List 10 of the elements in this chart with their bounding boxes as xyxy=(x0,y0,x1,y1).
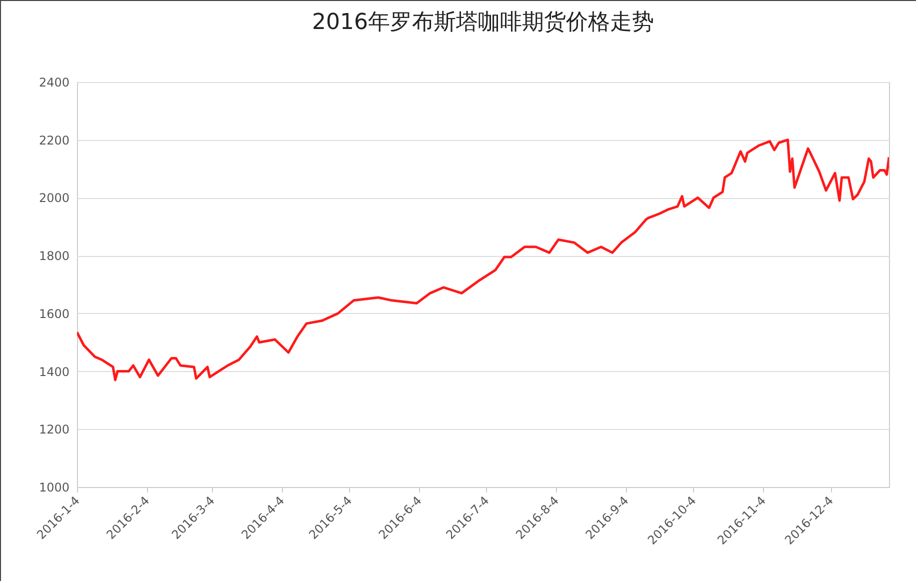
y-tick-label: 1600 xyxy=(38,306,70,321)
y-tick-label: 2000 xyxy=(38,191,70,206)
y-tick-label: 1800 xyxy=(38,249,70,264)
y-tick-label: 1400 xyxy=(38,364,70,379)
y-tick-label: 1200 xyxy=(38,422,70,437)
line-series xyxy=(77,138,889,382)
y-tick-label: 2400 xyxy=(38,76,70,90)
chart-title: 2016年罗布斯塔咖啡期货价格走势 xyxy=(312,10,654,35)
y-tick-label: 1000 xyxy=(38,480,70,494)
y-tick-label: 2200 xyxy=(38,133,70,148)
